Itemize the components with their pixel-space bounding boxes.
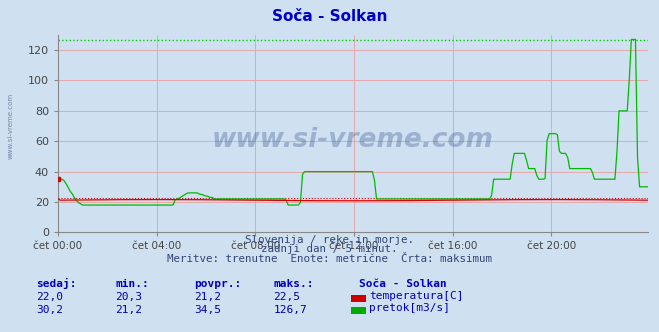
Text: Soča - Solkan: Soča - Solkan: [359, 279, 447, 289]
Text: Slovenija / reke in morje.: Slovenija / reke in morje.: [245, 235, 414, 245]
Text: povpr.:: povpr.:: [194, 279, 242, 289]
Text: 34,5: 34,5: [194, 305, 221, 315]
Text: www.si-vreme.com: www.si-vreme.com: [212, 126, 494, 153]
Text: 21,2: 21,2: [115, 305, 142, 315]
Text: www.si-vreme.com: www.si-vreme.com: [8, 93, 14, 159]
Text: 21,2: 21,2: [194, 292, 221, 302]
Text: 20,3: 20,3: [115, 292, 142, 302]
Text: min.:: min.:: [115, 279, 149, 289]
Text: 30,2: 30,2: [36, 305, 63, 315]
Text: temperatura[C]: temperatura[C]: [369, 291, 463, 301]
Text: 126,7: 126,7: [273, 305, 307, 315]
Text: maks.:: maks.:: [273, 279, 314, 289]
Text: sedaj:: sedaj:: [36, 278, 76, 289]
Text: Meritve: trenutne  Enote: metrične  Črta: maksimum: Meritve: trenutne Enote: metrične Črta: …: [167, 254, 492, 264]
Text: zadnji dan / 5 minut.: zadnji dan / 5 minut.: [261, 244, 398, 254]
Text: Soča - Solkan: Soča - Solkan: [272, 9, 387, 24]
Text: 22,5: 22,5: [273, 292, 301, 302]
Text: pretok[m3/s]: pretok[m3/s]: [369, 303, 450, 313]
Text: 22,0: 22,0: [36, 292, 63, 302]
